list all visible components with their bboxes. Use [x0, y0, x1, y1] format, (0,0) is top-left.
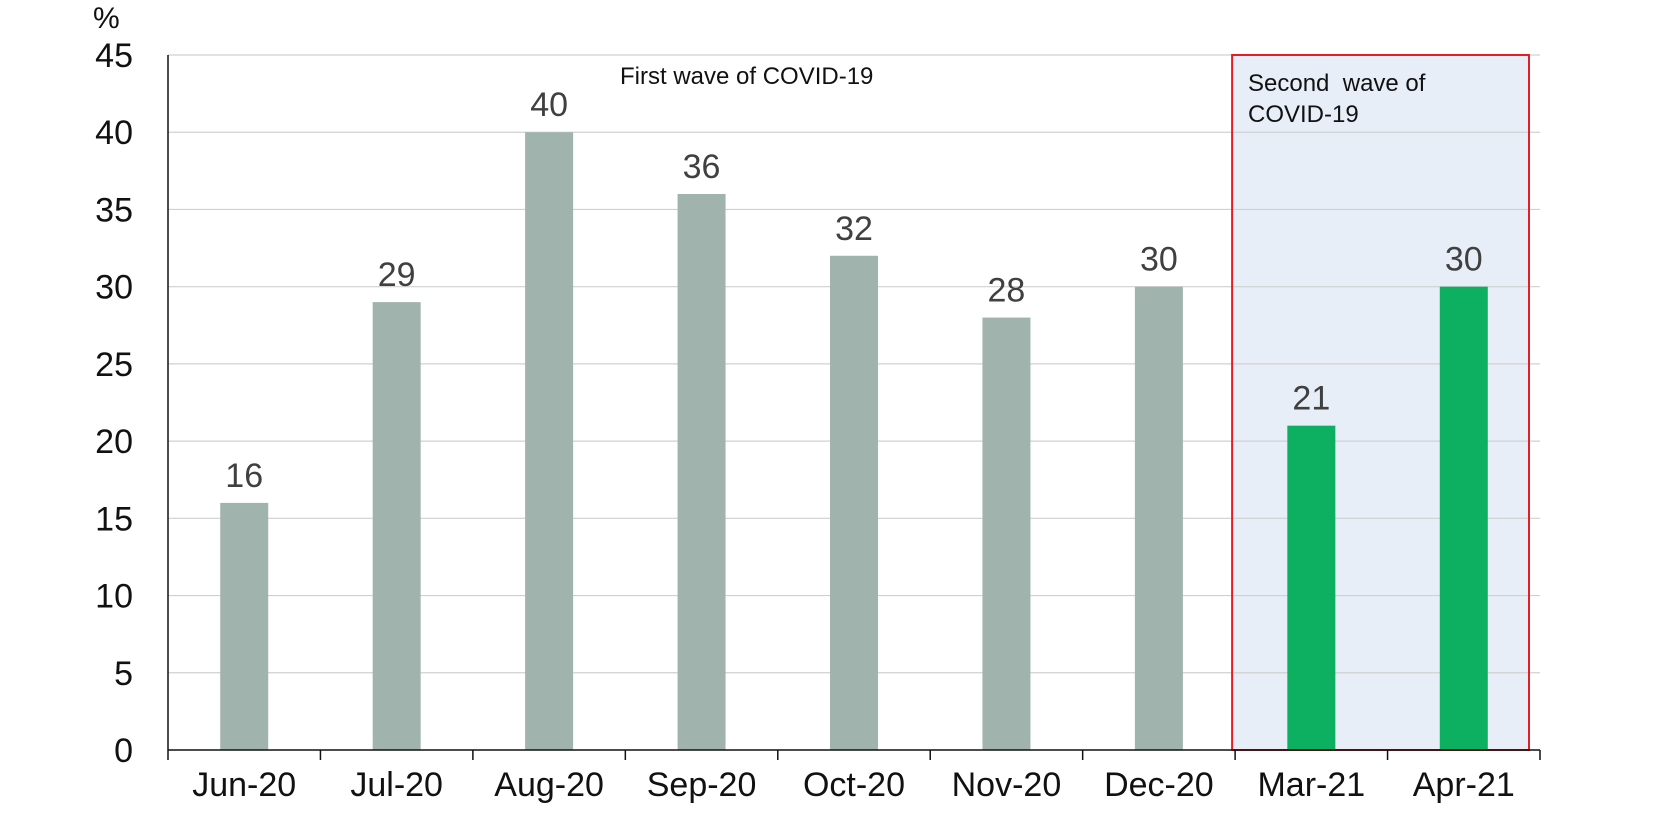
y-tick-label: 15: [95, 500, 133, 538]
data-label: 36: [683, 148, 721, 186]
data-label: 32: [835, 210, 873, 248]
x-tick-label: Mar-21: [1257, 766, 1365, 804]
data-label: 28: [988, 272, 1026, 310]
bar-mar-21: [1287, 425, 1336, 750]
y-tick-label: 5: [114, 655, 133, 693]
second-wave-annotation-line2: COVID-19: [1248, 101, 1359, 128]
x-tick-label: Nov-20: [952, 766, 1062, 804]
y-tick-label: 30: [95, 269, 133, 307]
data-label: 30: [1445, 241, 1483, 279]
bar-aug-20: [525, 132, 574, 750]
y-tick-label: 0: [114, 732, 133, 770]
x-tick-label: Dec-20: [1104, 766, 1214, 804]
data-label: 30: [1140, 241, 1178, 279]
bar-apr-21: [1439, 286, 1488, 750]
x-tick-label: Apr-21: [1413, 766, 1515, 804]
bar-sep-20: [677, 194, 726, 750]
data-label: 40: [530, 86, 568, 124]
bars: [220, 132, 1488, 750]
data-label: 29: [378, 256, 416, 294]
bar-jul-20: [372, 302, 421, 750]
x-tick-label: Jun-20: [192, 766, 296, 804]
data-label: 16: [225, 457, 263, 495]
x-tick-label: Sep-20: [647, 766, 757, 804]
y-tick-label: 20: [95, 423, 133, 461]
y-tick-label: 45: [95, 37, 133, 75]
x-tick-label: Aug-20: [494, 766, 604, 804]
x-tick-label: Jul-20: [350, 766, 443, 804]
y-tick-label: 10: [95, 578, 133, 616]
data-label: 21: [1292, 380, 1330, 418]
bar-dec-20: [1134, 286, 1183, 750]
first-wave-annotation: First wave of COVID-19: [620, 63, 873, 90]
x-tick-label: Oct-20: [803, 766, 905, 804]
second-wave-annotation-line1: Second wave of: [1248, 70, 1426, 97]
y-tick-label: 25: [95, 346, 133, 384]
y-tick-label: 40: [95, 114, 133, 152]
bar-jun-20: [220, 502, 269, 750]
y-tick-label: 35: [95, 191, 133, 229]
bar-nov-20: [982, 317, 1031, 750]
y-axis-unit-label: %: [93, 2, 120, 35]
bar-oct-20: [830, 255, 878, 750]
